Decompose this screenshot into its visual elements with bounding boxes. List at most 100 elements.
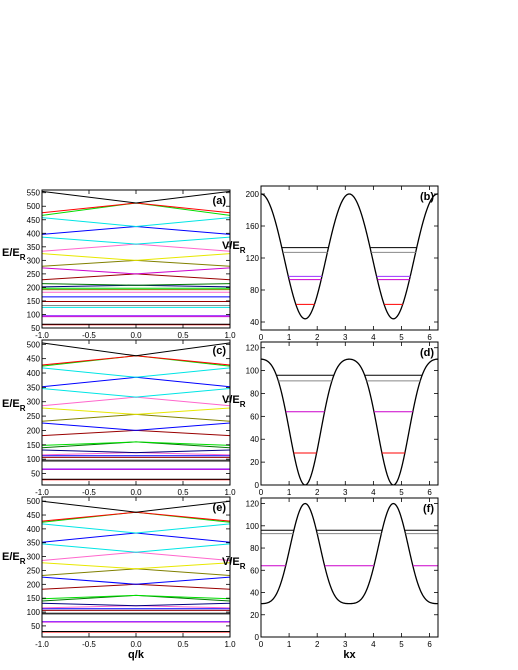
y-tick-label: 250 xyxy=(27,412,41,421)
x-tick-label: 2 xyxy=(315,640,320,649)
potential-curve xyxy=(261,502,438,605)
x-tick-label: 5 xyxy=(399,333,404,342)
x-tick-label: 0.0 xyxy=(130,640,142,649)
panel-b: 40 80 120 160 200 0 1 2 3 4 5 6 (b) V/ER xyxy=(222,185,439,342)
y-tick-label: 60 xyxy=(250,412,259,421)
y-tick-label: 350 xyxy=(27,539,41,548)
y-tick-label: 50 xyxy=(31,324,40,333)
plot-area-c xyxy=(42,342,230,481)
y-tick-label: 350 xyxy=(27,383,41,392)
band-line-16 xyxy=(42,396,230,407)
plot-area-a xyxy=(42,190,230,326)
y-tick-label: 120 xyxy=(246,344,260,353)
panel-label: (f) xyxy=(423,503,434,515)
panel-label: (b) xyxy=(420,191,434,203)
y-tick-label: 100 xyxy=(27,608,41,617)
y-axis-label: E/ER xyxy=(2,247,26,262)
y-tick-label: 450 xyxy=(27,511,41,520)
x-tick-label: -1.0 xyxy=(35,488,49,497)
x-tick-label: 0 xyxy=(259,488,264,497)
band-line-20 xyxy=(42,217,230,228)
y-tick-label: 200 xyxy=(27,283,41,292)
band-line-21 xyxy=(42,355,230,366)
panel-label: (e) xyxy=(213,502,227,514)
y-tick-label: 50 xyxy=(31,470,40,479)
x-axis-label: kx xyxy=(343,649,356,661)
x-tick-label: 1 xyxy=(287,333,292,342)
band-line-21 xyxy=(42,202,230,216)
panel-label: (d) xyxy=(420,347,434,359)
band-line-14 xyxy=(42,568,230,576)
panel-e: 50 100 150 200 250 300 350 400 450 500 -1.0 -0.5 0.0… xyxy=(2,496,236,661)
band-line-13 xyxy=(42,576,230,585)
band-line-19 xyxy=(42,367,230,378)
x-tick-label: 6 xyxy=(427,333,432,342)
x-tick-label: 1.0 xyxy=(224,331,236,340)
x-tick-label: 1 xyxy=(287,488,292,497)
y-axis-label: E/ER xyxy=(2,551,26,566)
y-tick-label: 300 xyxy=(27,256,41,265)
band-line-12 xyxy=(42,429,230,437)
panel-a: 50 100 150 200 250 300 350 400 450 500 550 -1.0 -0.5… xyxy=(2,189,236,340)
y-tick-label: 150 xyxy=(27,594,41,603)
plot-area-d xyxy=(261,358,438,485)
band-line-19 xyxy=(42,523,230,534)
y-tick-label: 400 xyxy=(27,525,41,534)
band-line-9 xyxy=(42,449,230,454)
band-line-18 xyxy=(42,532,230,543)
y-tick-label: 450 xyxy=(27,355,41,364)
x-tick-label: 2 xyxy=(315,333,320,342)
x-tick-label: 6 xyxy=(427,640,432,649)
band-line-22 xyxy=(42,342,230,357)
y-tick-label: 200 xyxy=(246,190,260,199)
y-tick-label: 450 xyxy=(27,216,41,225)
panel-label: (c) xyxy=(213,345,227,357)
panel-label: (a) xyxy=(213,195,227,207)
y-tick-label: 550 xyxy=(27,189,41,198)
y-axis-label: E/ER xyxy=(2,398,26,413)
x-tick-label: 4 xyxy=(371,640,376,649)
band-line-13 xyxy=(42,273,230,281)
band-line-13 xyxy=(42,422,230,431)
y-tick-label: 80 xyxy=(250,544,259,553)
x-tick-label: 1.0 xyxy=(224,640,236,649)
y-tick-label: 20 xyxy=(250,458,259,467)
x-tick-label: -0.5 xyxy=(82,640,96,649)
band-line-14 xyxy=(42,267,230,275)
band-line-23 xyxy=(42,190,230,204)
band-line-21 xyxy=(42,511,230,522)
x-tick-label: 1.0 xyxy=(224,488,236,497)
x-tick-label: -0.5 xyxy=(82,331,96,340)
y-axis-label: V/ER xyxy=(222,240,246,255)
x-tick-label: 3 xyxy=(343,488,348,497)
band-line-20 xyxy=(42,355,230,367)
band-line-16 xyxy=(42,253,230,261)
x-tick-label: 5 xyxy=(399,640,404,649)
band-line-11 xyxy=(42,441,230,446)
y-axis-label: V/ER xyxy=(222,394,246,409)
y-tick-label: 250 xyxy=(27,270,41,279)
y-tick-label: 200 xyxy=(27,426,41,435)
y-tick-label: 400 xyxy=(27,369,41,378)
x-tick-label: 0.0 xyxy=(130,488,142,497)
panel-c: 50 100 150 200 250 300 350 400 450 500 -1.0 -0.5 0.0… xyxy=(2,339,236,497)
band-line-12 xyxy=(42,583,230,590)
x-tick-label: 3 xyxy=(343,640,348,649)
plot-frame xyxy=(260,341,439,486)
band-line-15 xyxy=(42,259,230,267)
y-tick-label: 40 xyxy=(250,589,259,598)
x-tick-label: 4 xyxy=(371,488,376,497)
x-tick-label: 0 xyxy=(259,640,264,649)
y-tick-label: 350 xyxy=(27,243,41,252)
band-line-11 xyxy=(42,594,230,600)
y-tick-label: 500 xyxy=(27,340,41,349)
y-tick-label: 500 xyxy=(27,497,41,506)
y-tick-label: 0 xyxy=(255,481,260,490)
band-line-15 xyxy=(42,407,230,415)
band-line-17 xyxy=(42,543,230,553)
y-axis-label: V/ER xyxy=(222,556,246,571)
y-tick-label: 150 xyxy=(27,297,41,306)
y-tick-label: 300 xyxy=(27,553,41,562)
y-tick-label: 80 xyxy=(250,389,259,398)
y-tick-label: 60 xyxy=(250,566,259,575)
